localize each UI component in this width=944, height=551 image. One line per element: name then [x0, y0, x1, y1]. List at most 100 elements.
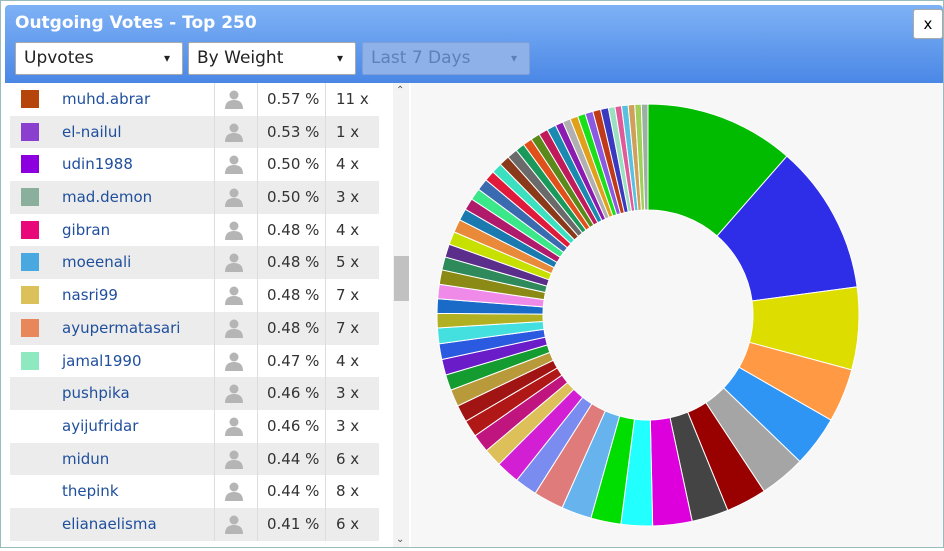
vote-count: 6 x: [336, 514, 360, 533]
period-dropdown: Last 7 Days: [362, 42, 530, 75]
cell-border: [325, 409, 326, 443]
vote-percent: 0.41 %: [267, 514, 320, 533]
scroll-thumb[interactable]: [394, 256, 409, 301]
cell-border: [214, 181, 215, 214]
cell-border: [325, 148, 326, 182]
cell-border: [214, 279, 215, 312]
scrollbar[interactable]: ⌃ ⌄: [393, 83, 409, 547]
vote-percent: 0.48 %: [267, 286, 320, 305]
vote-percent: 0.57 %: [267, 90, 320, 108]
vote-percent: 0.44 %: [267, 482, 320, 501]
vote-count: 3 x: [336, 416, 360, 435]
vote-count: 4 x: [336, 351, 360, 370]
cell-border: [325, 115, 326, 149]
cell-border: [257, 246, 258, 280]
table-row[interactable]: el-nailul 0.53 % 1 x: [10, 115, 379, 149]
close-button[interactable]: x: [913, 9, 943, 39]
cell-border: [214, 377, 215, 410]
user-icon: [225, 221, 243, 240]
chart-panel: [411, 83, 943, 547]
username: elianaelisma: [62, 514, 157, 533]
vote-count: 3 x: [336, 384, 360, 403]
cell-border: [257, 344, 258, 378]
cell-border: [325, 442, 326, 476]
cell-border: [325, 246, 326, 280]
username: pushpika: [62, 384, 130, 403]
cell-border: [325, 279, 326, 312]
table-row[interactable]: udin1988 0.50 % 4 x: [10, 148, 379, 182]
cell-border: [325, 213, 326, 247]
vote-count: 3 x: [336, 188, 360, 207]
color-swatch: [21, 253, 39, 272]
cell-border: [325, 377, 326, 410]
cell-border: [214, 442, 215, 476]
table-row[interactable]: thepink 0.44 % 8 x: [10, 475, 379, 508]
color-swatch: [21, 286, 39, 305]
username: udin1988: [62, 155, 133, 174]
table-row[interactable]: jamal1990 0.47 % 4 x: [10, 344, 379, 378]
vote-count: 4 x: [336, 155, 360, 174]
vote-percent: 0.48 %: [267, 253, 320, 272]
vote-count: 5 x: [336, 253, 360, 272]
sort-dropdown[interactable]: By Weight: [188, 42, 356, 75]
vote-count: 7 x: [336, 318, 360, 337]
vote-percent: 0.44 %: [267, 449, 320, 468]
username: muhd.abrar: [62, 90, 151, 108]
vote-count: 1 x: [336, 122, 360, 141]
vote-count: 11 x: [336, 90, 369, 108]
votes-table: muhd.abrar 0.57 % 11 x el-nailul 0.53 % 1 x ud…: [10, 83, 379, 541]
color-swatch: [21, 122, 39, 141]
cell-border: [257, 475, 258, 508]
user-icon: [225, 155, 243, 175]
color-swatch: [21, 318, 39, 337]
cell-border: [257, 115, 258, 149]
vote-percent: 0.46 %: [267, 384, 320, 403]
table-row[interactable]: elianaelisma 0.41 % 6 x: [10, 507, 379, 541]
cell-border: [325, 83, 326, 116]
vote-type-dropdown[interactable]: Upvotes: [15, 42, 183, 75]
table-row[interactable]: muhd.abrar 0.57 % 11 x: [10, 83, 379, 116]
header: Outgoing Votes - Top 250 x Upvotes By We…: [5, 5, 943, 83]
vote-percent: 0.46 %: [267, 416, 320, 435]
cell-border: [214, 213, 215, 247]
cell-border: [325, 344, 326, 378]
cell-border: [214, 311, 215, 345]
table-row[interactable]: gibran 0.48 % 4 x: [10, 213, 379, 247]
username: ayupermatasari: [62, 318, 181, 337]
cell-border: [325, 475, 326, 508]
cell-border: [214, 409, 215, 443]
color-swatch: [21, 188, 39, 207]
cell-border: [257, 181, 258, 214]
table-row[interactable]: nasri99 0.48 % 7 x: [10, 279, 379, 312]
user-icon: [225, 352, 243, 371]
cell-border: [257, 377, 258, 410]
table-row[interactable]: moeenali 0.48 % 5 x: [10, 246, 379, 280]
vote-percent: 0.48 %: [267, 220, 320, 239]
user-icon: [225, 417, 243, 436]
table-row[interactable]: ayijufridar 0.46 % 3 x: [10, 409, 379, 443]
vote-count: 4 x: [336, 220, 360, 239]
cell-border: [214, 246, 215, 280]
user-icon: [225, 482, 243, 502]
username: thepink: [62, 482, 119, 501]
cell-border: [214, 344, 215, 378]
cell-border: [214, 148, 215, 182]
table-row[interactable]: pushpika 0.46 % 3 x: [10, 377, 379, 410]
cell-border: [214, 115, 215, 149]
donut-chart: [436, 103, 860, 527]
vote-percent: 0.50 %: [267, 155, 320, 174]
username: jamal1990: [62, 351, 142, 370]
user-icon: [225, 319, 243, 338]
table-row[interactable]: midun 0.44 % 6 x: [10, 442, 379, 476]
cell-border: [214, 475, 215, 508]
color-swatch: [21, 90, 39, 108]
cell-border: [257, 279, 258, 312]
table-row[interactable]: mad.demon 0.50 % 3 x: [10, 181, 379, 214]
vote-count: 6 x: [336, 449, 360, 468]
donut-segment: [640, 103, 649, 211]
color-swatch: [21, 220, 39, 239]
table-row[interactable]: ayupermatasari 0.48 % 7 x: [10, 311, 379, 345]
username: mad.demon: [62, 188, 153, 207]
cell-border: [257, 311, 258, 345]
